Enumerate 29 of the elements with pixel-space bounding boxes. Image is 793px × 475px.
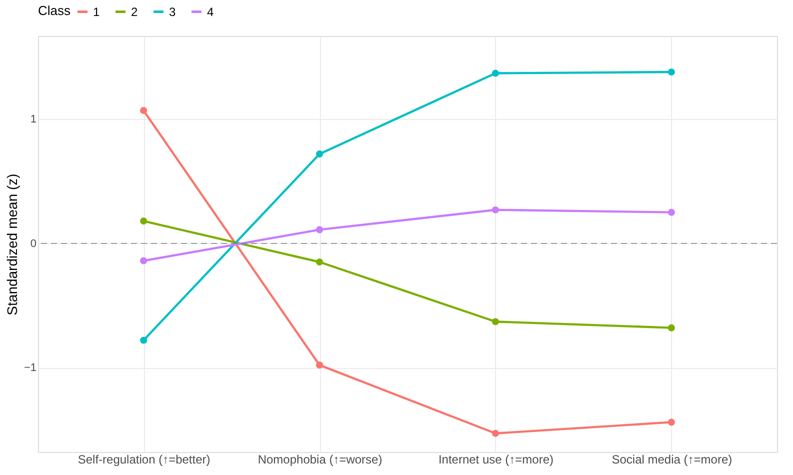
y-tick-label: 1 (30, 114, 36, 126)
x-tick-label: Social media (↑=more) (612, 452, 732, 466)
point (668, 208, 675, 216)
point (140, 218, 148, 225)
point (492, 430, 500, 437)
legend-label: 3 (169, 4, 176, 19)
y-tick-label: 0 (30, 238, 36, 250)
point (316, 258, 324, 266)
y-tick-label: −1 (24, 362, 36, 374)
point (140, 106, 148, 114)
point (668, 418, 675, 426)
point (668, 324, 675, 332)
legend-label: 4 (207, 4, 214, 19)
point (492, 206, 500, 214)
x-tick-label: Self-regulation (↑=better) (78, 452, 210, 466)
point (316, 226, 324, 234)
point (492, 70, 500, 77)
point (316, 362, 324, 369)
x-tick-label: Nomophobia (↑=worse) (258, 452, 382, 466)
legend-label: 1 (93, 4, 100, 19)
point (492, 318, 500, 326)
point (668, 68, 675, 76)
point (140, 336, 148, 344)
x-tick-label: Internet use (↑=more) (438, 452, 554, 466)
legend-title: Class (38, 3, 72, 18)
legend-label: 2 (131, 4, 138, 19)
point (316, 150, 324, 158)
point (140, 257, 148, 264)
y-axis-title: Standardized mean (z) (4, 174, 20, 316)
